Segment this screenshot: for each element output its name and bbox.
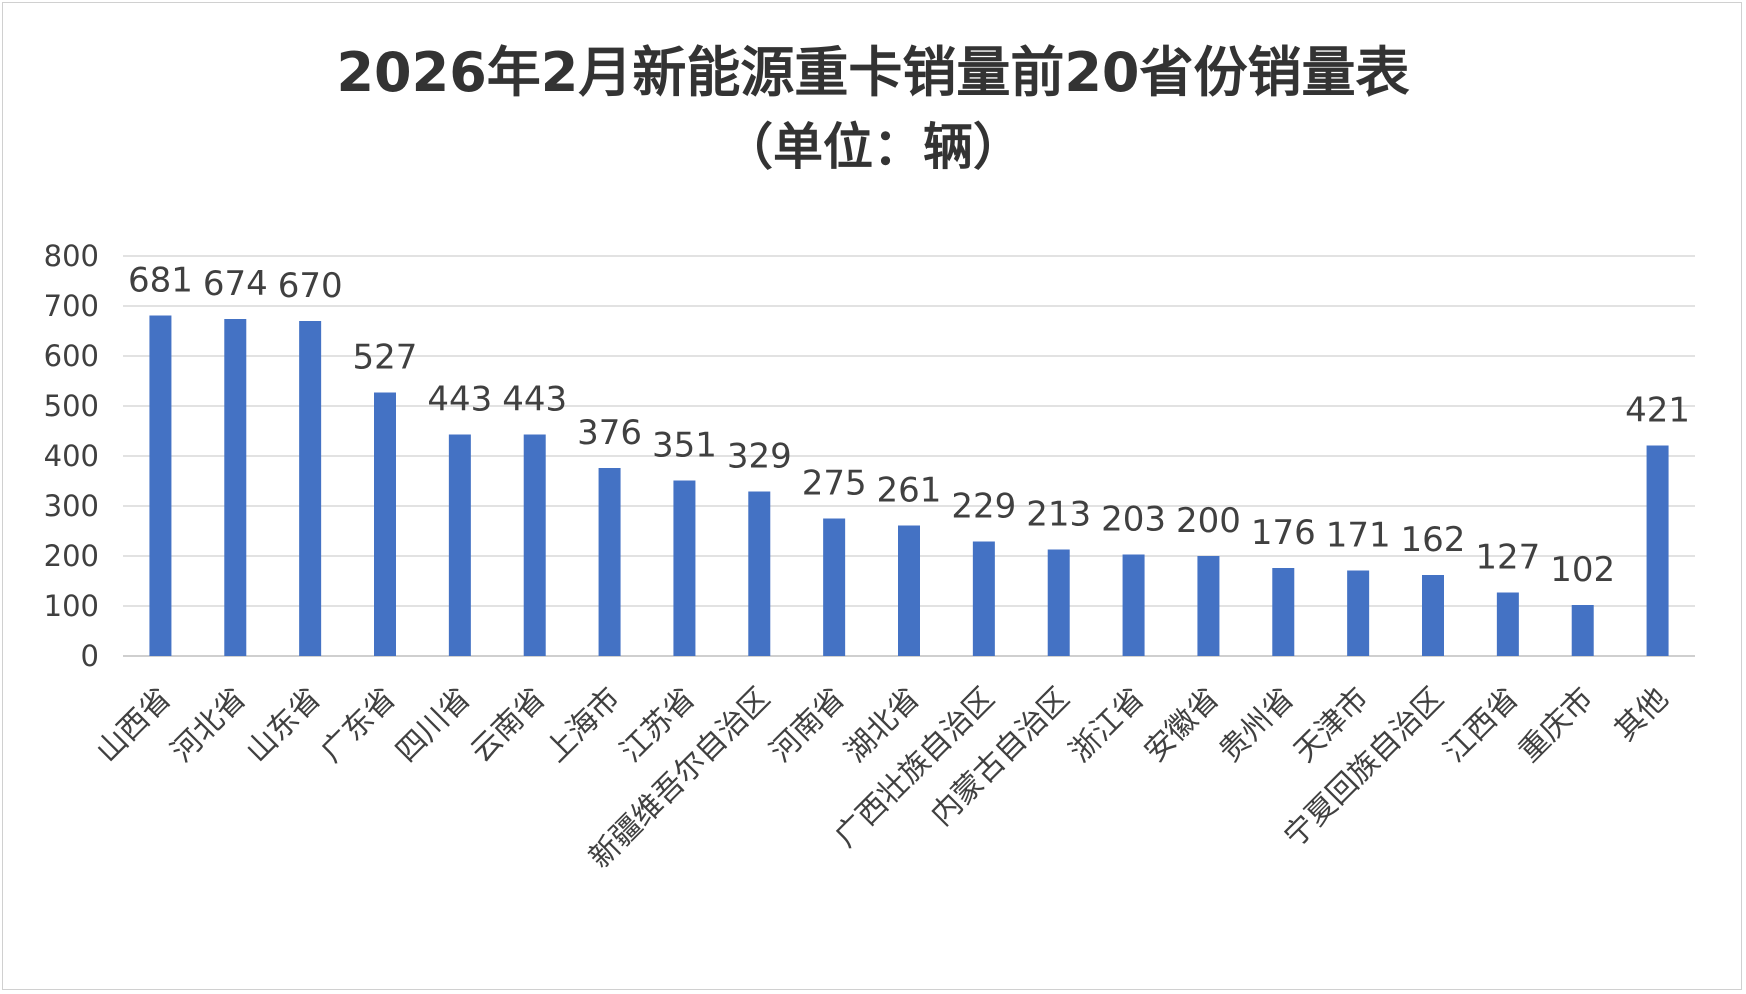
bar <box>673 480 696 656</box>
y-tick-label: 700 <box>44 289 99 323</box>
data-label: 171 <box>1326 516 1391 556</box>
y-axis: 0 100 200 300 400 500 600 700 800 <box>44 239 99 673</box>
data-label: 162 <box>1401 520 1466 560</box>
category-label: 山东省 <box>239 681 327 769</box>
category-label: 贵州省 <box>1213 681 1301 769</box>
data-label: 443 <box>502 380 567 420</box>
bar <box>898 525 920 656</box>
data-label: 351 <box>652 426 717 466</box>
data-label: 261 <box>877 471 942 511</box>
y-tick-label: 0 <box>81 639 99 673</box>
bar <box>748 491 771 656</box>
y-tick-label: 400 <box>44 439 99 473</box>
bar <box>1047 549 1070 656</box>
bar <box>1347 570 1370 656</box>
data-label: 670 <box>278 266 343 306</box>
data-label: 275 <box>802 464 867 504</box>
category-label: 其他 <box>1608 681 1675 748</box>
bars <box>149 315 1669 656</box>
bar <box>1272 568 1295 656</box>
category-label: 安徽省 <box>1138 681 1226 769</box>
y-tick-label: 600 <box>44 339 99 373</box>
data-label: 200 <box>1176 501 1241 541</box>
category-label: 四川省 <box>389 681 477 769</box>
data-label: 127 <box>1475 538 1540 578</box>
bar <box>1496 592 1519 656</box>
bar <box>523 434 546 656</box>
bar <box>1646 445 1669 656</box>
bar <box>299 321 322 656</box>
bar <box>448 434 471 656</box>
y-tick-label: 200 <box>44 539 99 573</box>
data-label: 203 <box>1101 500 1166 540</box>
y-tick-label: 800 <box>44 239 99 273</box>
category-label: 上海市 <box>539 681 627 769</box>
chart-title: 2026年2月新能源重卡销量前20省份销量表 <box>336 41 1410 104</box>
bar <box>149 315 172 656</box>
data-label: 213 <box>1026 495 1091 535</box>
bar <box>374 392 396 656</box>
y-tick-label: 100 <box>44 589 99 623</box>
data-label: 443 <box>427 380 492 420</box>
data-label: 329 <box>727 437 792 477</box>
bar <box>1197 556 1220 656</box>
category-label: 河南省 <box>763 681 851 769</box>
category-label: 重庆市 <box>1512 681 1600 769</box>
data-label: 102 <box>1550 550 1615 590</box>
y-tick-label: 300 <box>44 489 99 523</box>
category-label: 浙江省 <box>1063 681 1151 769</box>
chart-subtitle: （单位：辆） <box>723 118 1023 176</box>
data-label: 421 <box>1625 391 1690 431</box>
data-label: 176 <box>1251 513 1316 553</box>
bar <box>972 541 995 656</box>
x-axis: 山西省河北省山东省广东省四川省云南省上海市江苏省新疆维吾尔自治区河南省湖北省广西… <box>90 681 1676 875</box>
data-label: 229 <box>951 487 1016 527</box>
data-label: 376 <box>577 413 642 453</box>
category-label: 河北省 <box>165 681 253 769</box>
y-tick-label: 500 <box>44 389 99 423</box>
bar <box>598 468 621 656</box>
category-label: 云南省 <box>464 681 552 769</box>
category-label: 江西省 <box>1437 681 1525 769</box>
bar <box>1422 575 1444 656</box>
bar <box>823 518 846 656</box>
data-label: 681 <box>128 261 193 301</box>
category-label: 广东省 <box>314 681 402 769</box>
bar <box>1571 605 1594 656</box>
data-label: 674 <box>203 264 268 304</box>
data-label: 527 <box>353 338 418 378</box>
category-label: 山西省 <box>90 681 178 769</box>
bar <box>224 319 247 656</box>
bar <box>1122 554 1145 656</box>
